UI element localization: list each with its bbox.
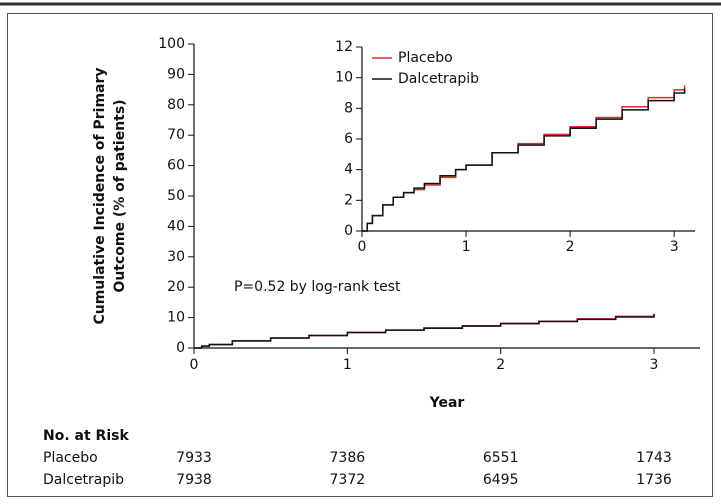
x-tick-label: 3 — [670, 239, 679, 255]
frame — [7, 13, 713, 497]
y-tick-label: 0 — [344, 223, 353, 239]
x-tick-label: 0 — [190, 357, 199, 373]
risk-count: 7938 — [176, 472, 212, 488]
x-tick-label: 2 — [496, 357, 505, 373]
y-tick-label: 8 — [344, 100, 353, 116]
legend-label: Placebo — [398, 50, 453, 66]
x-tick-label: 3 — [650, 357, 659, 373]
y-tick-label: 30 — [167, 249, 185, 265]
km-curve — [362, 88, 686, 232]
y-tick-label: 12 — [335, 39, 353, 55]
y-tick-label: 70 — [167, 127, 185, 143]
risk-count: 6551 — [483, 450, 519, 466]
y-tick-label: 90 — [167, 66, 185, 82]
y-tick-label: 2 — [344, 192, 353, 208]
risk-count: 7933 — [176, 450, 212, 466]
y-tick-label: 10 — [335, 70, 353, 86]
risk-count: 1736 — [636, 472, 672, 488]
risk-table-title: No. at Risk — [43, 428, 129, 444]
y-axis-label: Outcome (% of patients) — [112, 99, 128, 292]
risk-row-label: Dalcetrapib — [43, 472, 124, 488]
risk-row-label: Placebo — [43, 450, 98, 466]
x-tick-label: 1 — [462, 239, 471, 255]
y-tick-label: 50 — [167, 188, 185, 204]
x-tick-label: 1 — [343, 357, 352, 373]
x-axis-label: Year — [429, 395, 465, 411]
risk-count: 1743 — [636, 450, 672, 466]
y-tick-label: 100 — [158, 36, 185, 52]
x-tick-label: 2 — [566, 239, 575, 255]
y-tick-label: 6 — [344, 131, 353, 147]
y-tick-label: 80 — [167, 97, 185, 113]
risk-count: 7386 — [330, 450, 366, 466]
risk-count: 7372 — [330, 472, 366, 488]
x-tick-label: 0 — [358, 239, 367, 255]
y-axis-label: Cumulative Incidence of Primary — [92, 67, 108, 324]
km-curve — [194, 314, 655, 349]
risk-count: 6495 — [483, 472, 519, 488]
y-tick-label: 0 — [176, 340, 185, 356]
annotation: P=0.52 by log-rank test — [234, 279, 401, 295]
y-tick-label: 10 — [167, 310, 185, 326]
legend-label: Dalcetrapib — [398, 71, 479, 87]
y-tick-label: 20 — [167, 279, 185, 295]
y-tick-label: 60 — [167, 158, 185, 174]
y-tick-label: 4 — [344, 162, 353, 178]
y-tick-label: 40 — [167, 218, 185, 234]
km-curve — [362, 85, 686, 232]
